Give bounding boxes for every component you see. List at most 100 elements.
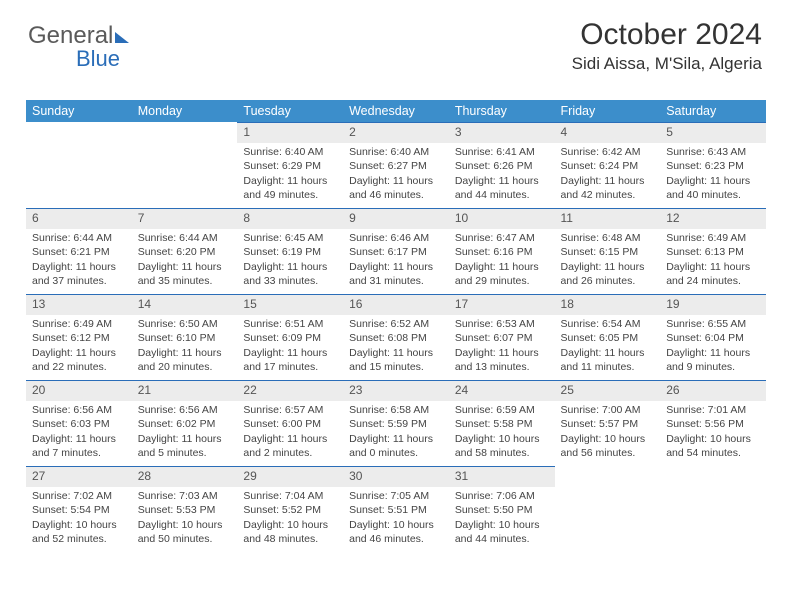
title-block: October 2024 Sidi Aissa, M'Sila, Algeria: [572, 18, 762, 74]
daylight-line: Daylight: 11 hours and 40 minutes.: [666, 175, 760, 202]
calendar-body: 1Sunrise: 6:40 AMSunset: 6:29 PMDaylight…: [26, 122, 766, 552]
calendar-cell: 24Sunrise: 6:59 AMSunset: 5:58 PMDayligh…: [449, 380, 555, 466]
calendar-cell: 15Sunrise: 6:51 AMSunset: 6:09 PMDayligh…: [237, 294, 343, 380]
sunset-line: Sunset: 6:19 PM: [243, 246, 337, 260]
logo-line1: General: [28, 22, 113, 49]
day-number: 7: [132, 208, 238, 229]
calendar-cell: 26Sunrise: 7:01 AMSunset: 5:56 PMDayligh…: [660, 380, 766, 466]
calendar-cell: 8Sunrise: 6:45 AMSunset: 6:19 PMDaylight…: [237, 208, 343, 294]
calendar-cell: 23Sunrise: 6:58 AMSunset: 5:59 PMDayligh…: [343, 380, 449, 466]
sunrise-line: Sunrise: 6:49 AM: [666, 232, 760, 246]
sunrise-line: Sunrise: 6:41 AM: [455, 146, 549, 160]
calendar-cell: 9Sunrise: 6:46 AMSunset: 6:17 PMDaylight…: [343, 208, 449, 294]
daylight-line: Daylight: 11 hours and 31 minutes.: [349, 261, 443, 288]
calendar-cell: 21Sunrise: 6:56 AMSunset: 6:02 PMDayligh…: [132, 380, 238, 466]
day-body: Sunrise: 6:49 AMSunset: 6:13 PMDaylight:…: [660, 229, 766, 292]
calendar-cell: 4 Sunrise: 6:42 AMSunset: 6:24 PMDaylight…: [555, 122, 661, 208]
day-number: 18: [555, 294, 661, 315]
day-number: 8: [237, 208, 343, 229]
weekday-header: Friday: [555, 100, 661, 122]
calendar-cell: 6Sunrise: 6:44 AMSunset: 6:21 PMDaylight…: [26, 208, 132, 294]
day-body: Sunrise: 6:58 AMSunset: 5:59 PMDaylight:…: [343, 401, 449, 464]
daylight-line: Daylight: 10 hours and 48 minutes.: [243, 519, 337, 546]
calendar-cell: [555, 466, 661, 552]
day-body: Sunrise: 6:50 AMSunset: 6:10 PMDaylight:…: [132, 315, 238, 378]
calendar-cell: [660, 466, 766, 552]
sunrise-line: Sunrise: 6:53 AM: [455, 318, 549, 332]
calendar-cell: 19Sunrise: 6:55 AMSunset: 6:04 PMDayligh…: [660, 294, 766, 380]
sunrise-line: Sunrise: 6:42 AM: [561, 146, 655, 160]
sunset-line: Sunset: 6:10 PM: [138, 332, 232, 346]
calendar-cell: 25Sunrise: 7:00 AMSunset: 5:57 PMDayligh…: [555, 380, 661, 466]
sunset-line: Sunset: 5:56 PM: [666, 418, 760, 432]
day-body: Sunrise: 6:55 AMSunset: 6:04 PMDaylight:…: [660, 315, 766, 378]
sunrise-line: Sunrise: 6:56 AM: [32, 404, 126, 418]
day-body: Sunrise: 6:53 AMSunset: 6:07 PMDaylight:…: [449, 315, 555, 378]
page-title: October 2024: [572, 18, 762, 52]
sunset-line: Sunset: 6:04 PM: [666, 332, 760, 346]
sunrise-line: Sunrise: 6:55 AM: [666, 318, 760, 332]
day-body: Sunrise: 6:48 AMSunset: 6:15 PMDaylight:…: [555, 229, 661, 292]
day-number: 4: [555, 122, 661, 143]
day-body: Sunrise: 7:02 AMSunset: 5:54 PMDaylight:…: [26, 487, 132, 550]
day-body: Sunrise: 6:59 AMSunset: 5:58 PMDaylight:…: [449, 401, 555, 464]
sunset-line: Sunset: 5:50 PM: [455, 504, 549, 518]
day-body: Sunrise: 6:44 AMSunset: 6:20 PMDaylight:…: [132, 229, 238, 292]
day-number: 13: [26, 294, 132, 315]
sunrise-line: Sunrise: 6:57 AM: [243, 404, 337, 418]
calendar-row: 13Sunrise: 6:49 AMSunset: 6:12 PMDayligh…: [26, 294, 766, 380]
sunrise-line: Sunrise: 6:43 AM: [666, 146, 760, 160]
weekday-header-row: Sunday Monday Tuesday Wednesday Thursday…: [26, 100, 766, 122]
calendar-cell: 30Sunrise: 7:05 AMSunset: 5:51 PMDayligh…: [343, 466, 449, 552]
calendar-cell: 13Sunrise: 6:49 AMSunset: 6:12 PMDayligh…: [26, 294, 132, 380]
sunset-line: Sunset: 5:58 PM: [455, 418, 549, 432]
sunrise-line: Sunrise: 6:44 AM: [32, 232, 126, 246]
sunset-line: Sunset: 6:00 PM: [243, 418, 337, 432]
calendar-cell: 14Sunrise: 6:50 AMSunset: 6:10 PMDayligh…: [132, 294, 238, 380]
day-body: Sunrise: 6:44 AMSunset: 6:21 PMDaylight:…: [26, 229, 132, 292]
daylight-line: Daylight: 11 hours and 11 minutes.: [561, 347, 655, 374]
day-body: Sunrise: 6:56 AMSunset: 6:02 PMDaylight:…: [132, 401, 238, 464]
day-number: 17: [449, 294, 555, 315]
calendar-row: 20Sunrise: 6:56 AMSunset: 6:03 PMDayligh…: [26, 380, 766, 466]
daylight-line: Daylight: 11 hours and 5 minutes.: [138, 433, 232, 460]
calendar-cell: 16Sunrise: 6:52 AMSunset: 6:08 PMDayligh…: [343, 294, 449, 380]
logo-triangle-icon: [115, 32, 129, 43]
day-number: 23: [343, 380, 449, 401]
calendar-cell: 10Sunrise: 6:47 AMSunset: 6:16 PMDayligh…: [449, 208, 555, 294]
daylight-line: Daylight: 11 hours and 42 minutes.: [561, 175, 655, 202]
daylight-line: Daylight: 10 hours and 58 minutes.: [455, 433, 549, 460]
day-body: Sunrise: 6:57 AMSunset: 6:00 PMDaylight:…: [237, 401, 343, 464]
sunset-line: Sunset: 6:26 PM: [455, 160, 549, 174]
daylight-line: Daylight: 11 hours and 9 minutes.: [666, 347, 760, 374]
calendar-cell: 1Sunrise: 6:40 AMSunset: 6:29 PMDaylight…: [237, 122, 343, 208]
daylight-line: Daylight: 11 hours and 35 minutes.: [138, 261, 232, 288]
daylight-line: Daylight: 11 hours and 49 minutes.: [243, 175, 337, 202]
sunset-line: Sunset: 6:24 PM: [561, 160, 655, 174]
day-body: Sunrise: 6:54 AMSunset: 6:05 PMDaylight:…: [555, 315, 661, 378]
sunset-line: Sunset: 6:20 PM: [138, 246, 232, 260]
day-number: 30: [343, 466, 449, 487]
sunrise-line: Sunrise: 6:47 AM: [455, 232, 549, 246]
daylight-line: Daylight: 10 hours and 56 minutes.: [561, 433, 655, 460]
calendar-cell: 3Sunrise: 6:41 AMSunset: 6:26 PMDaylight…: [449, 122, 555, 208]
day-number: 1: [237, 122, 343, 143]
weekday-header: Tuesday: [237, 100, 343, 122]
calendar-row: 27Sunrise: 7:02 AMSunset: 5:54 PMDayligh…: [26, 466, 766, 552]
sunrise-line: Sunrise: 7:01 AM: [666, 404, 760, 418]
day-number: 5: [660, 122, 766, 143]
sunset-line: Sunset: 5:54 PM: [32, 504, 126, 518]
daylight-line: Daylight: 10 hours and 46 minutes.: [349, 519, 443, 546]
sunrise-line: Sunrise: 7:02 AM: [32, 490, 126, 504]
day-body: Sunrise: 6:47 AMSunset: 6:16 PMDaylight:…: [449, 229, 555, 292]
day-body: Sunrise: 6:41 AMSunset: 6:26 PMDaylight:…: [449, 143, 555, 206]
calendar-cell: 22Sunrise: 6:57 AMSunset: 6:00 PMDayligh…: [237, 380, 343, 466]
day-number: 27: [26, 466, 132, 487]
daylight-line: Daylight: 11 hours and 33 minutes.: [243, 261, 337, 288]
day-number: 28: [132, 466, 238, 487]
calendar-cell: 28Sunrise: 7:03 AMSunset: 5:53 PMDayligh…: [132, 466, 238, 552]
sunrise-line: Sunrise: 6:56 AM: [138, 404, 232, 418]
day-number: 26: [660, 380, 766, 401]
sunrise-line: Sunrise: 6:46 AM: [349, 232, 443, 246]
calendar-row: 6Sunrise: 6:44 AMSunset: 6:21 PMDaylight…: [26, 208, 766, 294]
